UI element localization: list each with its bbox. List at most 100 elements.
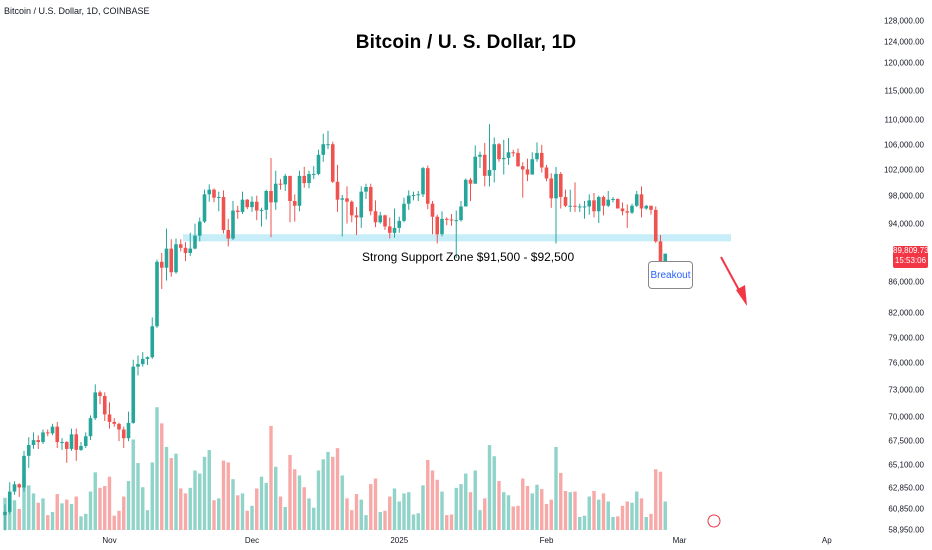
candle-body [245, 199, 250, 208]
candle-body [155, 261, 159, 327]
candle-body [535, 152, 539, 160]
volume-bar [430, 470, 435, 530]
volume-bar [193, 470, 197, 530]
candle-body [663, 253, 668, 264]
candle-body [140, 358, 145, 365]
volume-bar [240, 493, 245, 530]
candle-body [492, 144, 497, 171]
candle-body [69, 434, 74, 449]
candle-body [430, 203, 435, 217]
candle-body [292, 201, 297, 206]
candle-body [378, 215, 383, 223]
candle-body [644, 205, 649, 209]
candle-body [107, 414, 112, 422]
volume-bar [426, 459, 430, 530]
volume-bar [335, 448, 340, 530]
breakout-callout[interactable]: Breakout [648, 261, 693, 289]
candle-body [340, 198, 345, 200]
candle-body [283, 175, 288, 185]
price-tick-label: 120,000.00 [883, 58, 924, 68]
volume-bar [155, 407, 159, 530]
volume-bar [126, 481, 131, 530]
volume-bar [312, 507, 316, 530]
volume-bar [525, 485, 530, 530]
candle-body [406, 195, 411, 204]
price-tick-label: 86,000.00 [888, 277, 924, 287]
candle-body [240, 199, 245, 212]
volume-bar [559, 472, 563, 530]
candle-body [349, 201, 354, 216]
candle-body [653, 209, 658, 242]
price-tick-label: 65,100.00 [888, 460, 924, 470]
volume-bar [340, 475, 344, 530]
volume-bar [587, 496, 591, 530]
volume-bar [530, 493, 534, 530]
volume-bar [359, 499, 363, 530]
volume-bar [502, 492, 506, 530]
candle-body [254, 201, 259, 211]
volume-bar [321, 459, 325, 530]
candle-body [397, 220, 402, 228]
volume-bar [307, 498, 311, 530]
candle-body [425, 168, 430, 204]
volume-bar [625, 501, 629, 530]
candle-body [269, 190, 273, 203]
volume-bar [611, 516, 615, 530]
candle-body [606, 199, 611, 206]
volume-bar [354, 494, 359, 530]
volume-bar [449, 514, 454, 530]
volume-bar [236, 495, 240, 530]
volume-bar [12, 500, 17, 530]
volume-bar [663, 501, 667, 530]
volume-bar [397, 501, 401, 530]
volume-bar [630, 502, 634, 530]
candle-body [22, 455, 26, 488]
volume-bar [8, 510, 12, 530]
time-tick-label: Feb [539, 536, 554, 545]
candle-body [497, 144, 501, 160]
candle-body [520, 166, 525, 170]
candle-body [126, 422, 131, 439]
volume-bar [421, 485, 425, 530]
candle-body [345, 198, 349, 202]
volume-bar [521, 478, 525, 530]
candle-body [150, 326, 155, 358]
volume-bar [383, 510, 387, 530]
price-tick-label: 70,000.00 [888, 412, 924, 422]
candle-body [297, 175, 302, 206]
volume-bar [122, 496, 126, 530]
volume-bar [416, 513, 420, 530]
volume-bar [36, 502, 40, 530]
candle-body [373, 211, 378, 223]
volume-bar [654, 469, 658, 530]
candle-body [131, 366, 136, 423]
volume-bar [568, 492, 572, 530]
candle-body [516, 152, 520, 167]
volume-bar [107, 476, 112, 530]
candle-body [7, 491, 12, 512]
price-tick-label: 102,000.00 [883, 165, 924, 175]
candle-body [444, 218, 449, 220]
candle-body [549, 178, 554, 199]
price-tick-label: 67,500.00 [888, 436, 924, 446]
candle-body [193, 235, 197, 249]
candle-body [435, 216, 440, 235]
price-tick-label: 115,000.00 [884, 86, 924, 96]
volume-bar [331, 456, 335, 530]
volume-bar [601, 493, 606, 530]
volume-bar [473, 470, 477, 530]
volume-bar [402, 493, 406, 530]
volume-bar [350, 510, 354, 530]
candle-body [568, 205, 573, 207]
volume-bar [440, 491, 444, 530]
volume-bar [302, 487, 306, 530]
candle-body [473, 156, 478, 184]
price-tick-label: 128,000.00 [883, 16, 924, 26]
price-tick-label: 82,000.00 [888, 308, 924, 318]
candle-body [587, 200, 592, 207]
volume-bar [573, 491, 577, 530]
candle-body [487, 170, 492, 176]
candle-body [169, 248, 174, 273]
down-arrow-head [736, 285, 747, 306]
